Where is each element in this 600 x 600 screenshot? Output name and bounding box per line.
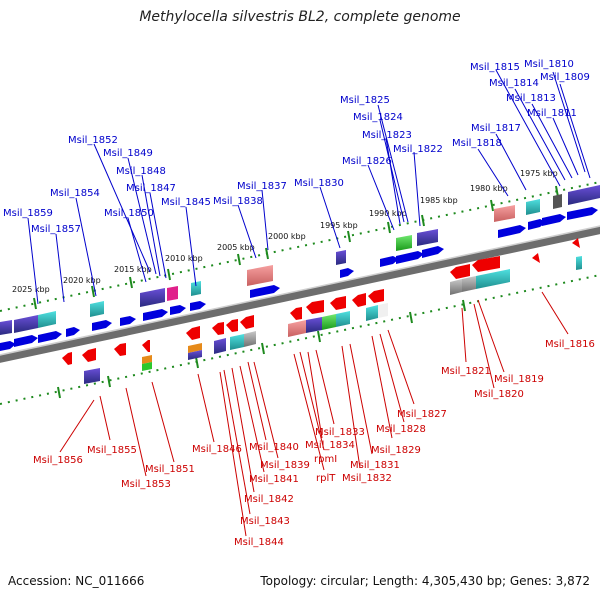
gene-label-msil-1816: Msil_1816 xyxy=(545,339,595,350)
tick-label-2015: 2015 kbp xyxy=(114,265,152,274)
gene-label-msil-1810: Msil_1810 xyxy=(524,59,574,70)
gene-label-msil-1830: Msil_1830 xyxy=(294,178,344,189)
gene-label-msil-1859: Msil_1859 xyxy=(3,208,53,219)
forward-genes xyxy=(0,207,598,351)
gene-label-msil-1840: Msil_1840 xyxy=(249,442,299,453)
tick-label-1975: 1975 kbp xyxy=(520,169,558,178)
gene-label-msil-1814: Msil_1814 xyxy=(489,78,539,89)
gene-label-msil-1820: Msil_1820 xyxy=(474,389,524,400)
accession-text: Accession: NC_011666 xyxy=(8,574,145,588)
gene-label-msil-1811: Msil_1811 xyxy=(527,108,577,119)
forward-gene-labels: Msil_1810 Msil_1809 Msil_1815 Msil_1814 … xyxy=(3,59,590,235)
gene-label-msil-1850: Msil_1850 xyxy=(104,208,154,219)
gene-label-msil-1838: Msil_1838 xyxy=(213,196,263,207)
gene-label-msil-1817: Msil_1817 xyxy=(471,123,521,134)
tick-label-1980: 1980 kbp xyxy=(470,184,508,193)
tick-label-2025: 2025 kbp xyxy=(12,285,50,294)
gene-label-rpmi: rpmI xyxy=(314,454,337,465)
gene-label-msil-1815: Msil_1815 xyxy=(470,62,520,73)
gene-label-msil-1813: Msil_1813 xyxy=(506,93,556,104)
gene-label-msil-1819: Msil_1819 xyxy=(494,374,544,385)
genome-backbone xyxy=(0,225,600,363)
gene-label-msil-1839: Msil_1839 xyxy=(260,460,310,471)
gene-label-msil-1837: Msil_1837 xyxy=(237,181,287,192)
gene-label-msil-1842: Msil_1842 xyxy=(244,494,294,505)
gene-label-msil-1841: Msil_1841 xyxy=(249,474,299,485)
scale-tick-marks xyxy=(33,185,559,399)
gene-label-rplt: rplT xyxy=(316,473,336,484)
gene-label-msil-1826: Msil_1826 xyxy=(342,156,392,167)
gene-label-msil-1833: Msil_1833 xyxy=(315,427,365,438)
gene-label-msil-1855: Msil_1855 xyxy=(87,445,137,456)
forward-leader-lines xyxy=(27,69,591,305)
gene-label-msil-1809: Msil_1809 xyxy=(540,72,590,83)
genome-summary-text: Topology: circular; Length: 4,305,430 bp… xyxy=(260,574,590,588)
gene-label-msil-1853: Msil_1853 xyxy=(121,479,171,490)
gene-label-msil-1829: Msil_1829 xyxy=(371,445,421,456)
gene-label-msil-1823: Msil_1823 xyxy=(362,130,412,141)
gene-label-msil-1851: Msil_1851 xyxy=(145,464,195,475)
gene-label-msil-1849: Msil_1849 xyxy=(103,148,153,159)
gene-label-msil-1848: Msil_1848 xyxy=(116,166,166,177)
tick-label-2020: 2020 kbp xyxy=(63,276,101,285)
gene-label-msil-1843: Msil_1843 xyxy=(240,516,290,527)
gene-label-msil-1852: Msil_1852 xyxy=(68,135,118,146)
gene-label-msil-1854: Msil_1854 xyxy=(50,188,100,199)
gene-label-msil-1827: Msil_1827 xyxy=(397,409,447,420)
tick-label-2005: 2005 kbp xyxy=(217,243,255,252)
reverse-gene-labels: Msil_1816 Msil_1821 Msil_1819 Msil_1820 … xyxy=(33,339,595,548)
tick-label-1995: 1995 kbp xyxy=(320,221,358,230)
map-title: Methylocella silvestris BL2, complete ge… xyxy=(139,9,461,25)
gene-label-msil-1821: Msil_1821 xyxy=(441,366,491,377)
gene-label-msil-1822: Msil_1822 xyxy=(393,144,443,155)
gene-label-msil-1832: Msil_1832 xyxy=(342,473,392,484)
gene-label-msil-1834: Msil_1834 xyxy=(305,440,355,451)
reverse-leader-lines xyxy=(59,291,569,537)
gene-label-msil-1846: Msil_1846 xyxy=(192,444,242,455)
gene-label-msil-1824: Msil_1824 xyxy=(353,112,403,123)
tick-label-2000: 2000 kbp xyxy=(268,232,306,241)
gene-label-msil-1845: Msil_1845 xyxy=(161,197,211,208)
gene-label-msil-1818: Msil_1818 xyxy=(452,138,502,149)
gene-label-msil-1847: Msil_1847 xyxy=(126,183,176,194)
gene-label-msil-1857: Msil_1857 xyxy=(31,224,81,235)
forward-feature-blocks xyxy=(0,185,600,335)
gene-label-msil-1844: Msil_1844 xyxy=(234,537,284,548)
reverse-genes xyxy=(62,238,580,365)
tick-label-1985: 1985 kbp xyxy=(420,196,458,205)
gene-label-msil-1825: Msil_1825 xyxy=(340,95,390,106)
gene-label-msil-1828: Msil_1828 xyxy=(376,424,426,435)
reverse-feature-blocks xyxy=(84,256,582,384)
tick-label-2010: 2010 kbp xyxy=(165,254,203,263)
gene-label-msil-1831: Msil_1831 xyxy=(350,460,400,471)
gene-label-msil-1856: Msil_1856 xyxy=(33,455,83,466)
